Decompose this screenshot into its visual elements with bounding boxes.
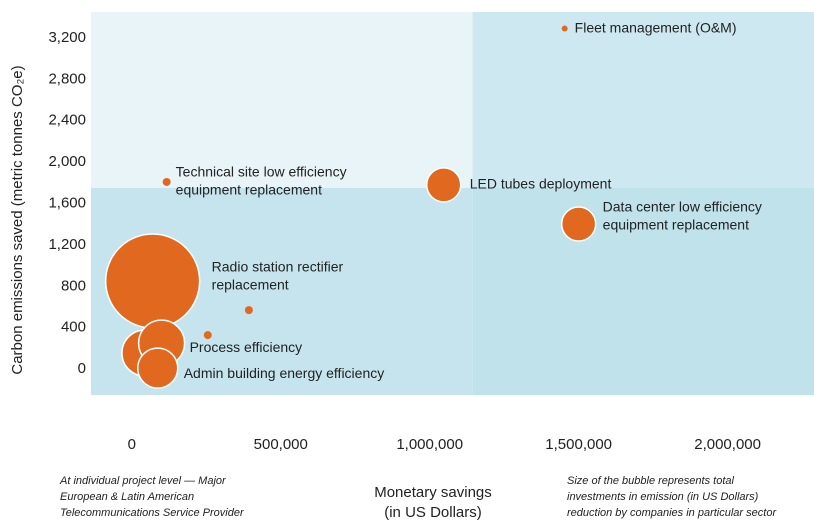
quadrant bbox=[472, 12, 814, 188]
bubble bbox=[560, 206, 597, 242]
x-tick-label: 1,500,000 bbox=[545, 436, 612, 453]
bubble-label: Fleet management (O&M) bbox=[575, 19, 737, 35]
bubble-label: Data center low efficiency bbox=[603, 199, 762, 215]
x-tick-label: 500,000 bbox=[254, 436, 308, 453]
bubble bbox=[425, 167, 462, 203]
x-tick-label: 0 bbox=[128, 436, 136, 453]
note: European & Latin American bbox=[60, 491, 194, 503]
note: Size of the bubble represents total bbox=[567, 475, 734, 487]
bubble bbox=[104, 233, 201, 329]
bubble bbox=[162, 177, 171, 186]
note: investments in emission (in US Dollars) bbox=[567, 491, 759, 503]
note: Telecommunications Service Provider bbox=[60, 507, 245, 519]
quadrant bbox=[91, 12, 473, 188]
y-tick-label: 800 bbox=[61, 277, 86, 294]
bubble-label: LED tubes deployment bbox=[470, 176, 612, 192]
y-tick-label: 2,800 bbox=[48, 70, 86, 87]
bubble-label: equipment replacement bbox=[176, 182, 322, 198]
bubble-label: Process efficiency bbox=[190, 339, 303, 355]
plot-background bbox=[91, 12, 814, 395]
x-axis-title: (in US Dollars) bbox=[384, 504, 482, 520]
x-tick-label: 1,000,000 bbox=[396, 436, 463, 453]
bubble-label: Radio station rectifier bbox=[212, 259, 344, 275]
y-tick-label: 400 bbox=[61, 319, 86, 336]
y-tick-label: 2,000 bbox=[48, 153, 86, 170]
quadrant bbox=[472, 187, 814, 395]
x-tick-label: 2,000,000 bbox=[694, 436, 761, 453]
bubble-label: Admin building energy efficiency bbox=[184, 365, 385, 381]
bubble-label: Technical site low efficiency bbox=[176, 164, 347, 180]
y-tick-label: 0 bbox=[78, 360, 86, 377]
bubble bbox=[244, 306, 253, 315]
y-tick-label: 3,200 bbox=[48, 29, 86, 46]
note: reduction by companies in particular sec… bbox=[567, 507, 777, 519]
bubble bbox=[136, 347, 179, 389]
bubble bbox=[561, 25, 568, 32]
y-axis-title: Carbon emissions saved (metric tonnes CO… bbox=[9, 65, 26, 374]
x-axis-title: Monetary savings bbox=[374, 484, 492, 501]
bubble bbox=[203, 331, 212, 340]
bubble-label: replacement bbox=[212, 277, 289, 293]
y-tick-label: 1,600 bbox=[48, 194, 86, 211]
y-tick-label: 2,400 bbox=[48, 112, 86, 129]
y-tick-label: 1,200 bbox=[48, 236, 86, 253]
bubble-label: equipment replacement bbox=[603, 217, 749, 233]
note: At individual project level — Major bbox=[59, 475, 227, 487]
